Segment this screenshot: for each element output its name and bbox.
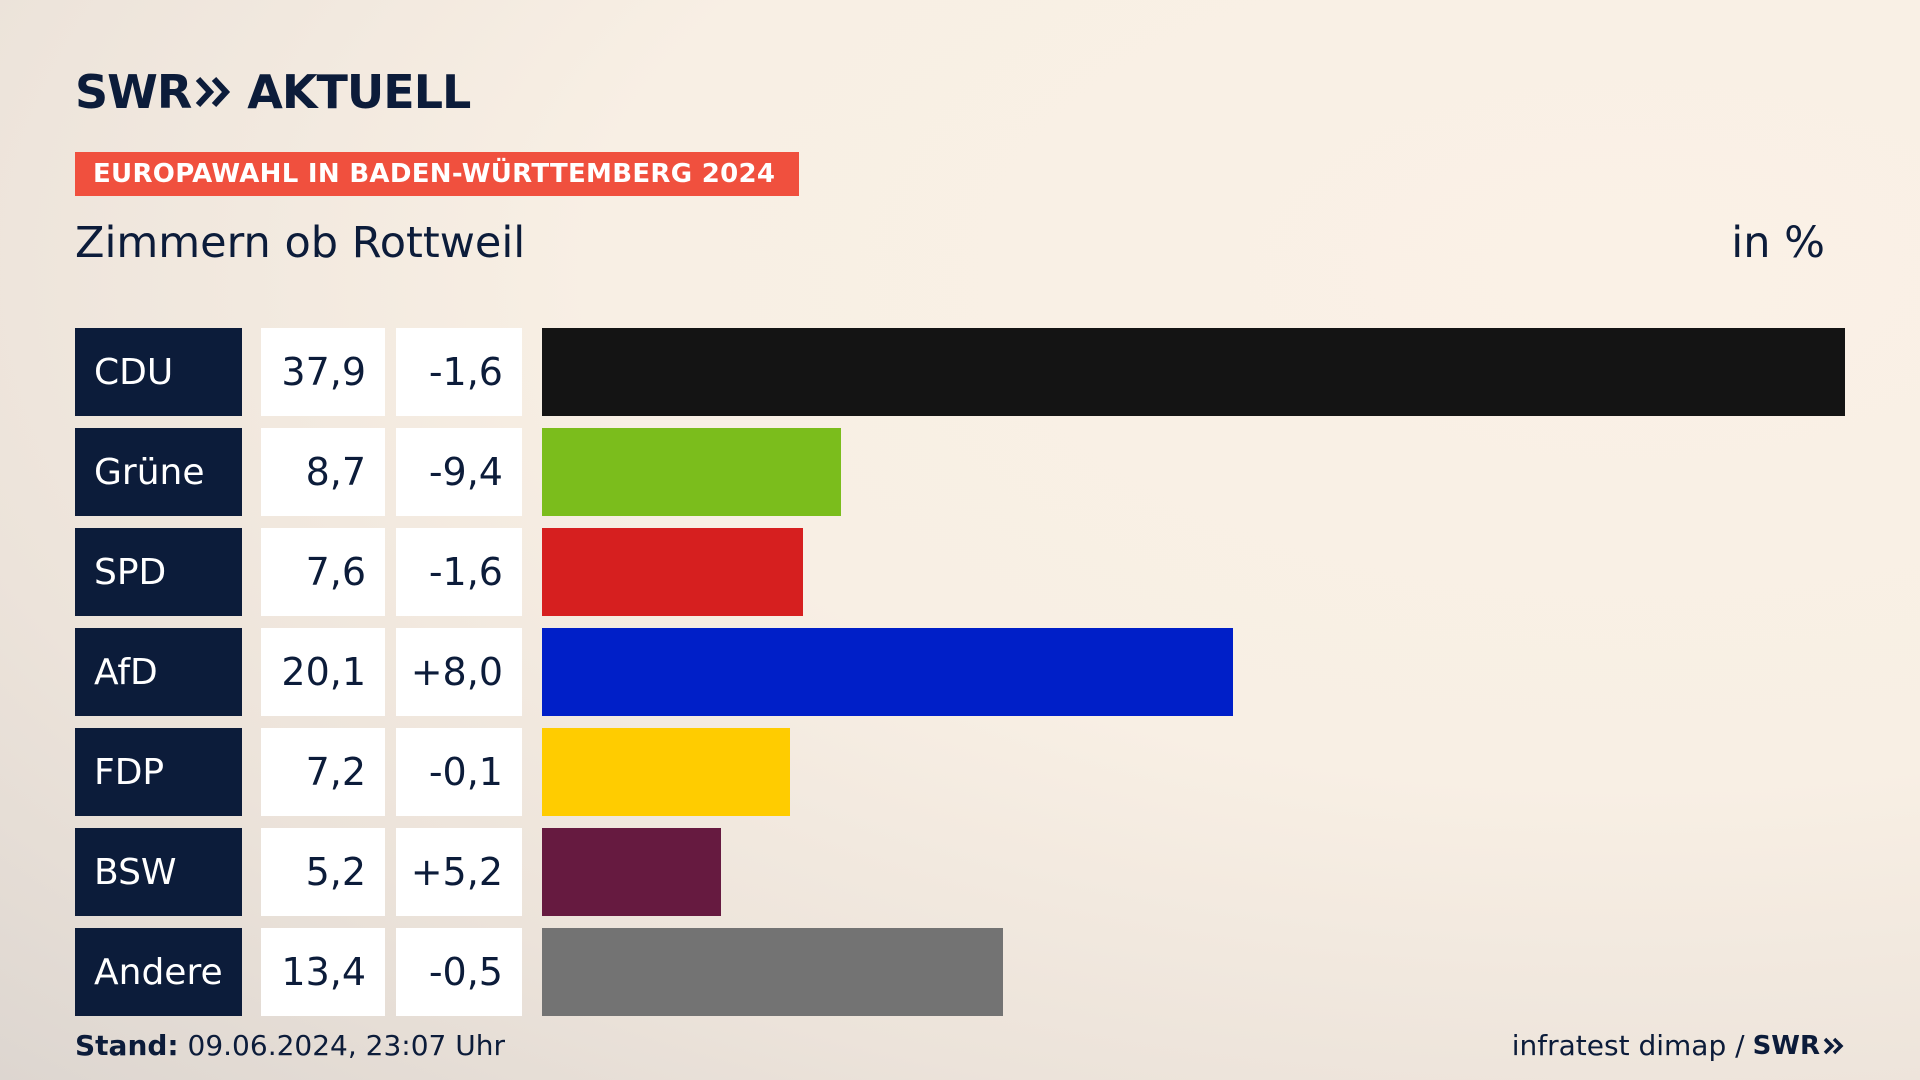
chart-row: BSW 5,2 +5,2 — [75, 828, 1845, 916]
election-badge: EUROPAWAHL IN BADEN-WÜRTTEMBERG 2024 — [75, 152, 799, 196]
small-chevron-icon — [1823, 1037, 1844, 1054]
vote-share-label: 5,2 — [261, 828, 385, 916]
party-label: SPD — [75, 528, 242, 616]
chart-row: CDU 37,9 -1,6 — [75, 328, 1845, 416]
change-label: +8,0 — [396, 628, 522, 716]
result-bar — [542, 628, 1233, 716]
party-label: CDU — [75, 328, 242, 416]
change-label: -1,6 — [396, 328, 522, 416]
vote-share-label: 37,9 — [261, 328, 385, 416]
swr-small-logo: SWR — [1753, 1031, 1845, 1061]
unit-label: in % — [1731, 218, 1825, 268]
party-label: AfD — [75, 628, 242, 716]
swr-small-logo-text: SWR — [1752, 1030, 1820, 1061]
party-label: Grüne — [75, 428, 242, 516]
vote-share-label: 13,4 — [261, 928, 385, 1016]
chart-row: Grüne 8,7 -9,4 — [75, 428, 1845, 516]
vote-share-label: 7,6 — [261, 528, 385, 616]
result-bar — [542, 928, 1003, 1016]
result-bar — [542, 728, 790, 816]
source-footer: infratest dimap / SWR — [1512, 1029, 1845, 1062]
stand-value: 09.06.2024, 23:07 Uhr — [187, 1029, 505, 1062]
vote-share-label: 7,2 — [261, 728, 385, 816]
result-bar — [542, 428, 841, 516]
double-chevron-icon — [195, 75, 231, 109]
chart-row: FDP 7,2 -0,1 — [75, 728, 1845, 816]
party-label: Andere — [75, 928, 242, 1016]
swr-aktuell-logo: SWR AKTUELL — [75, 65, 471, 119]
change-label: -0,5 — [396, 928, 522, 1016]
change-label: +5,2 — [396, 828, 522, 916]
change-label: -9,4 — [396, 428, 522, 516]
party-label: BSW — [75, 828, 242, 916]
stand-footer: Stand: 09.06.2024, 23:07 Uhr — [75, 1029, 505, 1062]
logo-aktuell-text: AKTUELL — [247, 65, 471, 119]
stand-label: Stand: — [75, 1029, 179, 1062]
election-badge-text: EUROPAWAHL IN BADEN-WÜRTTEMBERG 2024 — [93, 159, 776, 189]
chart-row: AfD 20,1 +8,0 — [75, 628, 1845, 716]
vote-share-label: 20,1 — [261, 628, 385, 716]
source-text: infratest dimap / — [1511, 1029, 1745, 1062]
change-label: -1,6 — [396, 528, 522, 616]
chart-row: SPD 7,6 -1,6 — [75, 528, 1845, 616]
place-title: Zimmern ob Rottweil — [75, 218, 526, 268]
change-label: -0,1 — [396, 728, 522, 816]
result-bar — [542, 528, 803, 616]
logo-swr-text: SWR — [75, 65, 192, 119]
vote-share-label: 8,7 — [261, 428, 385, 516]
chart-row: Andere 13,4 -0,5 — [75, 928, 1845, 1016]
result-bar — [542, 828, 721, 916]
result-bar — [542, 328, 1845, 416]
party-label: FDP — [75, 728, 242, 816]
